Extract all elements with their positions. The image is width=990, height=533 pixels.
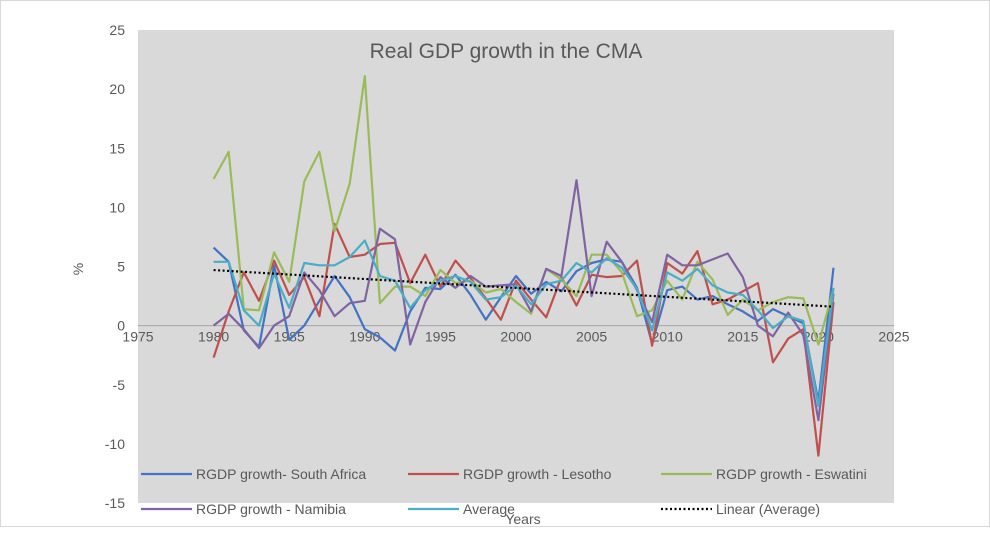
chart-title: Real GDP growth in the CMA xyxy=(370,40,643,63)
series-line-4 xyxy=(212,179,835,422)
x-tick-label: 2000 xyxy=(500,329,531,345)
y-tick-label: 5 xyxy=(117,259,125,275)
x-tick-label: 2015 xyxy=(727,329,758,345)
legend-label: RGDP growth - Eswatini xyxy=(716,466,867,482)
legend-label: RGDP growth - Namibia xyxy=(196,501,346,517)
y-axis-label: % xyxy=(70,263,86,275)
legend-label: Average xyxy=(463,501,515,517)
x-tick-label: 2010 xyxy=(652,329,683,345)
x-tick-label: 1995 xyxy=(425,329,456,345)
y-tick-label: -15 xyxy=(105,495,125,511)
series-line-3 xyxy=(212,74,835,346)
y-tick-label: -5 xyxy=(113,377,126,393)
y-tick-label: 20 xyxy=(109,81,125,97)
y-tick-label: 0 xyxy=(117,318,125,334)
y-tick-label: 15 xyxy=(109,140,125,156)
plot-area xyxy=(138,30,894,503)
y-tick-label: 25 xyxy=(109,22,125,38)
legend-label: Linear (Average) xyxy=(716,501,820,517)
trendline xyxy=(213,268,834,308)
x-tick-label: 1980 xyxy=(198,329,229,345)
legend-label: RGDP growth - Lesotho xyxy=(463,466,612,482)
legend: RGDP growth- South Africa RGDP growth - L… xyxy=(141,466,867,517)
series-line-1 xyxy=(212,246,835,403)
x-axis-label: Years xyxy=(505,511,540,527)
x-tick-label: 2025 xyxy=(878,329,909,345)
x-tick-label: 1990 xyxy=(349,329,380,345)
legend-label: RGDP growth- South Africa xyxy=(196,466,366,482)
x-tick-label: 1975 xyxy=(122,329,153,345)
y-tick-label: 10 xyxy=(109,199,125,215)
y-tick-label: -10 xyxy=(105,436,125,452)
series-line-5 xyxy=(213,239,835,408)
series-line-2 xyxy=(212,222,835,457)
series-layer xyxy=(212,74,835,457)
x-tick-label: 2005 xyxy=(576,329,607,345)
